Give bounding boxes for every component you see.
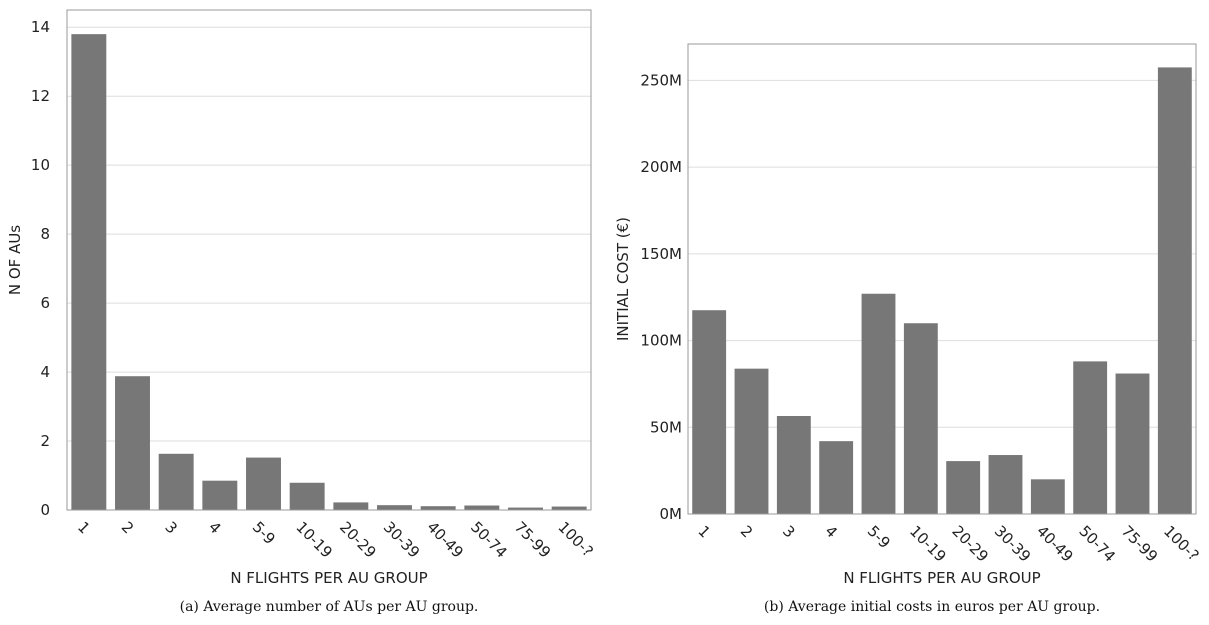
chart-a-bar-20-29 [333, 502, 369, 510]
chart-b-x-tick-label: 2 [737, 522, 756, 541]
chart-b-x-ticks: 1 2 3 4 5-9 10-1920-2930-3940-4950-7475-99100… [694, 522, 1202, 566]
chart-b-x-axis-label: N FLIGHTS PER AU GROUP [843, 569, 1040, 587]
chart-a-bar-40-49 [420, 506, 456, 510]
chart-a-x-tick-label: 10-19 [292, 518, 336, 562]
chart-b-y-tick-label: 250M [640, 71, 682, 89]
chart-b-bar-2 [734, 368, 769, 514]
chart-b-x-tick-label: 5-9 [864, 522, 894, 552]
chart-a-bar-5-9 [246, 457, 281, 510]
chart-a-bar-100-? [551, 506, 587, 510]
chart-a-x-tick-label: 75-99 [511, 518, 555, 562]
chart-b-bar-1 [692, 310, 727, 514]
chart-b-gridlines [688, 79, 1196, 428]
chart-b-y-tick-label: 0M [660, 505, 683, 523]
chart-b-bar-10-19 [903, 323, 938, 514]
chart-b: 0M 50M 100M 150M 200M 250M 1 2 3 4 5-9 10-1920-293… [614, 43, 1203, 615]
chart-b-caption: (b) Average initial costs in euros per A… [764, 599, 1100, 615]
chart-a-x-tick-label: 100-? [554, 518, 596, 560]
chart-a-plot-frame [66, 9, 592, 511]
chart-b-bar-3 [776, 416, 811, 514]
chart-b-bar-5-9 [861, 293, 896, 514]
chart-a-y-ticks: 0 2 4 6 8 10 12 14 [31, 18, 50, 519]
chart-b-y-tick-label: 100M [640, 332, 682, 350]
chart-b-x-tick-label: 3 [779, 522, 798, 541]
chart-b-y-tick-label: 200M [640, 158, 682, 176]
chart-b-y-axis-label: INITIAL COST (€) [614, 217, 632, 341]
chart-a-x-tick-label: 2 [118, 518, 137, 537]
chart-a-bar-3 [158, 453, 194, 510]
chart-a-bar-75-99 [508, 507, 543, 510]
chart-a-bar-4 [202, 480, 238, 510]
chart-a-x-tick-label: 30-39 [380, 518, 424, 562]
chart-b-x-tick-label: 75-99 [1118, 522, 1162, 566]
chart-a-bar-10-19 [289, 482, 325, 510]
chart-a-caption: (a) Average number of AUs per AU group. [180, 599, 479, 615]
chart-a-x-axis-label: N FLIGHTS PER AU GROUP [230, 569, 427, 587]
chart-a-x-tick-label: 5-9 [249, 518, 279, 548]
chart-b-y-ticks: 0M 50M 100M 150M 200M 250M [640, 71, 682, 523]
chart-a-x-tick-label: 4 [205, 518, 224, 537]
chart-a-x-tick-label: 3 [161, 518, 180, 537]
chart-a-x-tick-label: 1 [74, 518, 93, 537]
chart-b-bar-20-29 [946, 461, 981, 514]
chart-a-gridlines [67, 26, 591, 442]
chart-a-y-tick-label: 4 [40, 363, 50, 381]
chart-b-bars [692, 67, 1192, 515]
chart-b-bar-100-? [1157, 67, 1192, 515]
chart-a-bar-1 [71, 34, 107, 510]
chart-a-bar-2 [115, 376, 150, 510]
chart-a-y-tick-label: 12 [31, 87, 50, 105]
chart-b-x-tick-label: 20-29 [948, 522, 992, 566]
chart-b-x-tick-label: 40-49 [1033, 522, 1077, 566]
chart-b-bar-50-74 [1073, 361, 1108, 514]
chart-b-bar-40-49 [1030, 479, 1065, 514]
chart-a-y-tick-label: 6 [40, 294, 50, 312]
chart-b-bar-4 [819, 441, 854, 514]
chart-b-y-tick-label: 150M [640, 245, 682, 263]
chart-b-y-tick-label: 50M [650, 418, 682, 436]
chart-a-y-tick-label: 14 [31, 18, 50, 36]
chart-b-bar-75-99 [1115, 373, 1150, 514]
chart-b-x-tick-label: 30-39 [991, 522, 1035, 566]
chart-b-x-tick-label: 10-19 [906, 522, 950, 566]
chart-a-y-tick-label: 2 [40, 432, 50, 450]
chart-a-x-tick-label: 50-74 [467, 518, 511, 562]
chart-a-x-tick-label: 40-49 [423, 518, 467, 562]
chart-a-bars [71, 34, 587, 510]
chart-b-x-tick-label: 4 [821, 522, 840, 541]
chart-a-y-tick-label: 10 [31, 156, 50, 174]
chart-a-x-ticks: 1 2 3 4 5-9 10-19 20-29 30-39 40-49 50-74 75-99 100… [74, 518, 597, 562]
chart-a-bar-30-39 [377, 505, 412, 510]
chart-a-x-tick-label: 20-29 [336, 518, 380, 562]
chart-b-x-tick-label: 50-74 [1075, 522, 1119, 566]
chart-a-y-tick-label: 0 [40, 501, 50, 519]
chart-a-y-tick-label: 8 [40, 225, 50, 243]
chart-b-plot-frame [687, 43, 1197, 515]
chart-a-y-axis-label: N OF AUs [6, 225, 24, 295]
chart-a-bar-50-74 [464, 505, 500, 510]
chart-b-bar-30-39 [988, 455, 1023, 514]
chart-b-x-tick-label: 1 [694, 522, 713, 541]
chart-b-x-tick-label: 100-? [1160, 522, 1202, 564]
